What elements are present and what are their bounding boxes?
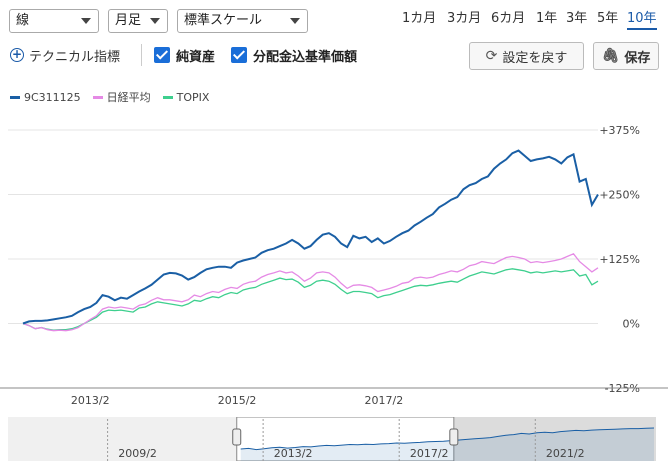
navigator-handle[interactable] — [232, 428, 242, 446]
reset-settings-button[interactable]: ⟳ 設定を戻す — [469, 42, 584, 70]
period-3y[interactable]: 3年 — [566, 11, 588, 26]
period-10y[interactable]: 10年 — [627, 10, 657, 30]
legend-swatch — [162, 95, 173, 99]
reset-settings-label: 設定を戻す — [502, 50, 568, 66]
save-label: 保存 — [624, 50, 651, 66]
series-line — [22, 149, 599, 325]
period-1m[interactable]: 1カ月 — [402, 11, 437, 26]
navigator-mask-left — [8, 417, 237, 461]
period-1y[interactable]: 1年 — [536, 11, 558, 26]
period-6m[interactable]: 6カ月 — [491, 11, 526, 26]
navigator-line — [240, 427, 655, 451]
y-tick-label: +250% — [599, 189, 640, 202]
period-3m[interactable]: 3カ月 — [447, 11, 482, 26]
navigator-mask-right — [453, 417, 656, 461]
paperclip-icon: 🖇 — [601, 48, 620, 64]
chart-type-value: 線 — [16, 13, 30, 28]
x-tick-label: 2015/2 — [218, 394, 257, 407]
chart-type-select[interactable]: 線 — [9, 9, 99, 33]
chart-legend: 9C311125 日経平均 TOPIX — [10, 89, 221, 105]
x-tick-label: 2013/2 — [71, 394, 110, 407]
navigator-handle[interactable] — [449, 428, 459, 446]
checkbox-checked-icon — [231, 47, 247, 63]
y-tick-label: +375% — [599, 124, 640, 137]
series-line — [22, 268, 599, 331]
legend-swatch — [92, 95, 103, 99]
scale-value: 標準スケール — [184, 13, 263, 28]
technical-indicator-button[interactable]: + テクニカル指標 — [10, 45, 120, 65]
plus-circle-icon: + — [10, 47, 24, 62]
divider — [141, 44, 142, 66]
navigator-area — [240, 428, 654, 461]
net-assets-label: 純資産 — [176, 49, 216, 65]
navigator-label: 2013/2 — [274, 447, 313, 460]
nav-with-dividend-label: 分配金込基準価額 — [253, 49, 358, 65]
period-5y[interactable]: 5年 — [597, 11, 619, 26]
interval-select[interactable]: 月足 — [108, 9, 168, 33]
legend-item-nikkei[interactable]: 日経平均 — [92, 89, 151, 105]
legend-label: TOPIX — [176, 90, 210, 104]
net-assets-checkbox[interactable]: 純資産 — [154, 45, 215, 65]
checkbox-checked-icon — [154, 47, 170, 63]
y-tick-label: +125% — [599, 253, 640, 266]
legend-swatch — [10, 95, 20, 99]
legend-label: 9C311125 — [24, 90, 81, 104]
y-tick-label: 0% — [623, 318, 640, 331]
navigator-selection[interactable] — [236, 417, 455, 461]
scale-select[interactable]: 標準スケール — [177, 9, 308, 33]
performance-chart[interactable]: -125%0%+125%+250%+375%2013/2 2015/2 2017/2 — [0, 110, 668, 410]
series-line — [22, 253, 599, 332]
navigator-label: 2017/2 — [410, 447, 449, 460]
legend-label: 日経平均 — [106, 91, 151, 104]
navigator-label: 2009/2 — [118, 447, 157, 460]
range-navigator[interactable]: 2009/2 2013/2 2017/2 2021/2 — [8, 417, 656, 461]
navigator-label: 2021/2 — [546, 447, 585, 460]
save-button[interactable]: 🖇 保存 — [593, 42, 659, 70]
legend-item-fund[interactable]: 9C311125 — [10, 91, 81, 104]
legend-item-topix[interactable]: TOPIX — [162, 90, 210, 104]
nav-with-dividend-checkbox[interactable]: 分配金込基準価額 — [231, 45, 357, 65]
chevron-down-icon — [150, 18, 160, 24]
technical-indicator-label: テクニカル指標 — [29, 49, 121, 65]
chevron-down-icon — [290, 18, 300, 24]
chevron-down-icon — [81, 18, 91, 24]
x-tick-label: 2017/2 — [365, 394, 404, 407]
interval-value: 月足 — [115, 13, 142, 28]
refresh-icon: ⟳ — [485, 48, 498, 64]
